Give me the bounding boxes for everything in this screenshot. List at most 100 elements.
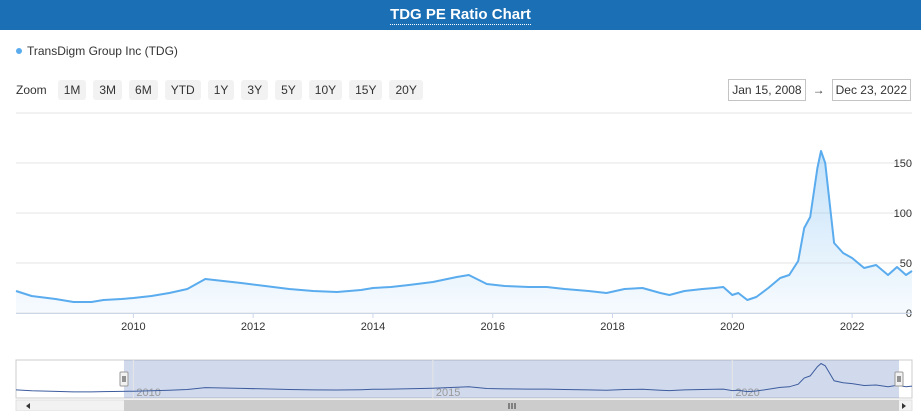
data-point-47 (797, 260, 799, 262)
data-point-34 (659, 292, 661, 294)
date-to-input[interactable]: Dec 23, 2022 (831, 79, 911, 101)
data-point-29 (563, 288, 565, 290)
chart-title-bar: TDG PE Ratio Chart (0, 0, 921, 30)
zoom-ytd-button[interactable]: YTD (164, 80, 201, 100)
data-point-44 (767, 287, 769, 289)
data-point-22 (432, 281, 434, 283)
data-point-50 (816, 167, 818, 169)
date-from-input[interactable]: Jan 15, 2008 (728, 79, 806, 101)
chart-title[interactable]: TDG PE Ratio Chart (390, 5, 531, 25)
data-point-57 (875, 264, 877, 266)
data-point-16 (312, 290, 314, 292)
zoom-3y-button[interactable]: 3Y (241, 80, 269, 100)
legend-label[interactable]: TransDigm Group Inc (TDG) (27, 44, 178, 58)
zoom-controls: Zoom 1M 3M 6M YTD 1Y 3Y 5Y 10Y 15Y 20Y (16, 80, 423, 100)
data-point-55 (851, 257, 853, 259)
y-tick-label-100: 100 (894, 208, 912, 220)
x-tick-label-2016: 2016 (481, 321, 505, 333)
x-tick-label-2022: 2022 (840, 321, 864, 333)
data-point-41 (737, 292, 739, 294)
navigator-series (15, 362, 913, 393)
navigator-mask (124, 360, 899, 398)
navigator-tick-label-2010: 2010 (136, 387, 160, 399)
data-point-45 (779, 277, 781, 279)
navigator-tick-label-2020: 2020 (735, 387, 759, 399)
legend[interactable]: TransDigm Group Inc (TDG) (16, 44, 178, 58)
data-point-15 (288, 288, 290, 290)
data-point-59 (896, 266, 898, 268)
legend-dot (16, 48, 22, 54)
data-point-42 (746, 299, 748, 301)
navigator-left-handle[interactable] (119, 371, 129, 387)
data-point-5 (102, 299, 104, 301)
data-point-21 (408, 284, 410, 286)
data-point-3 (72, 301, 74, 303)
data-point-43 (755, 296, 757, 298)
series-line (15, 150, 913, 303)
data-point-31 (605, 292, 607, 294)
scroll-right-arrow-icon (902, 403, 906, 409)
navigator[interactable]: 2010 2015 2020 (15, 359, 913, 399)
data-point-2 (54, 298, 56, 300)
zoom-1y-button[interactable]: 1Y (207, 80, 235, 100)
zoom-20y-button[interactable]: 20Y (389, 80, 423, 100)
data-point-20 (390, 286, 392, 288)
data-point-53 (833, 242, 835, 244)
date-range-arrow: → (812, 83, 825, 97)
data-point-24 (468, 274, 470, 276)
data-point-48 (803, 227, 805, 229)
data-point-39 (722, 286, 724, 288)
data-point-35 (668, 294, 670, 296)
data-point-58 (887, 274, 889, 276)
data-point-18 (360, 289, 362, 291)
x-tick-label-2020: 2020 (720, 321, 744, 333)
zoom-1m-button[interactable]: 1M (57, 80, 87, 100)
navigator-right-handle[interactable] (894, 371, 904, 387)
zoom-5y-button[interactable]: 5Y (275, 80, 302, 100)
zoom-3m-button[interactable]: 3M (93, 80, 123, 100)
data-point-14 (264, 285, 266, 287)
navigator-frame (15, 359, 913, 399)
data-point-9 (168, 292, 170, 294)
data-point-49 (809, 216, 811, 218)
x-tick-label-2012: 2012 (241, 321, 265, 333)
data-point-26 (504, 285, 506, 287)
data-point-12 (222, 280, 224, 282)
x-tick-label-2018: 2018 (600, 321, 624, 333)
y-tick-label-50: 50 (900, 258, 912, 270)
data-point-37 (701, 288, 703, 290)
data-point-7 (132, 297, 134, 299)
data-point-10 (186, 288, 188, 290)
navigator-scrollbar[interactable] (15, 399, 913, 411)
series-area (16, 151, 912, 313)
data-point-13 (240, 282, 242, 284)
data-point-4 (90, 301, 92, 303)
zoom-6m-button[interactable]: 6M (129, 80, 158, 100)
data-point-38 (713, 287, 715, 289)
data-point-1 (30, 295, 32, 297)
data-point-56 (863, 267, 865, 269)
data-point-8 (150, 295, 152, 297)
data-point-17 (336, 291, 338, 293)
data-point-61 (911, 270, 913, 272)
scroll-left-arrow-icon (26, 403, 30, 409)
y-tick-label-150: 150 (894, 158, 912, 170)
data-point-27 (527, 286, 529, 288)
data-point-11 (204, 278, 206, 280)
data-point-33 (641, 287, 643, 289)
zoom-15y-button[interactable]: 15Y (349, 80, 383, 100)
data-point-30 (587, 290, 589, 292)
x-tick-label-2014: 2014 (361, 321, 385, 333)
x-tick-label-2010: 2010 (121, 321, 145, 333)
data-point-52 (824, 162, 826, 164)
data-point-54 (842, 252, 844, 254)
navigator-tick-label-2015: 2015 (436, 387, 460, 399)
data-point-60 (905, 274, 907, 276)
data-point-28 (545, 286, 547, 288)
data-point-36 (683, 290, 685, 292)
zoom-10y-button[interactable]: 10Y (308, 80, 343, 100)
data-point-40 (731, 294, 733, 296)
data-point-6 (120, 298, 122, 300)
data-point-32 (623, 288, 625, 290)
